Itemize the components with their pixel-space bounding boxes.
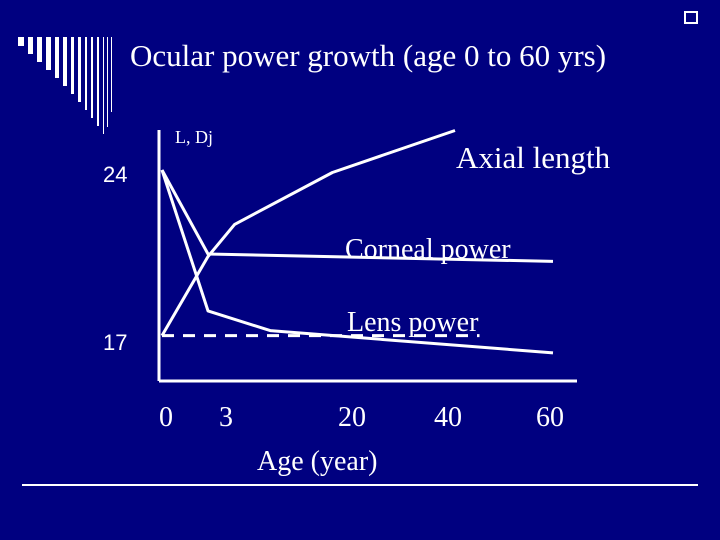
series-line-lens-power <box>160 169 554 355</box>
y-tick-label: 24 <box>103 162 127 187</box>
series-line-axial-length <box>160 129 456 337</box>
x-tick-label: 60 <box>536 402 564 433</box>
series-label-lens-power: Lens power <box>347 307 479 338</box>
slide-title: Ocular power growth (age 0 to 60 yrs) <box>130 38 607 73</box>
x-tick-label: 0 <box>159 402 173 433</box>
plot-area <box>160 129 554 355</box>
series-label-axial-length: Axial length <box>456 140 611 175</box>
y-tick-label: 17 <box>103 330 127 355</box>
author-label: L, Dj <box>175 127 213 147</box>
title-bar-decoration <box>18 11 698 134</box>
series-line-corneal-power <box>160 169 554 263</box>
x-tick-label: 3 <box>219 402 233 433</box>
footer-rule <box>22 484 698 486</box>
x-tick-label: 40 <box>434 402 462 433</box>
x-tick-label: 20 <box>338 402 366 433</box>
x-axis-label: Age (year) <box>257 446 377 477</box>
